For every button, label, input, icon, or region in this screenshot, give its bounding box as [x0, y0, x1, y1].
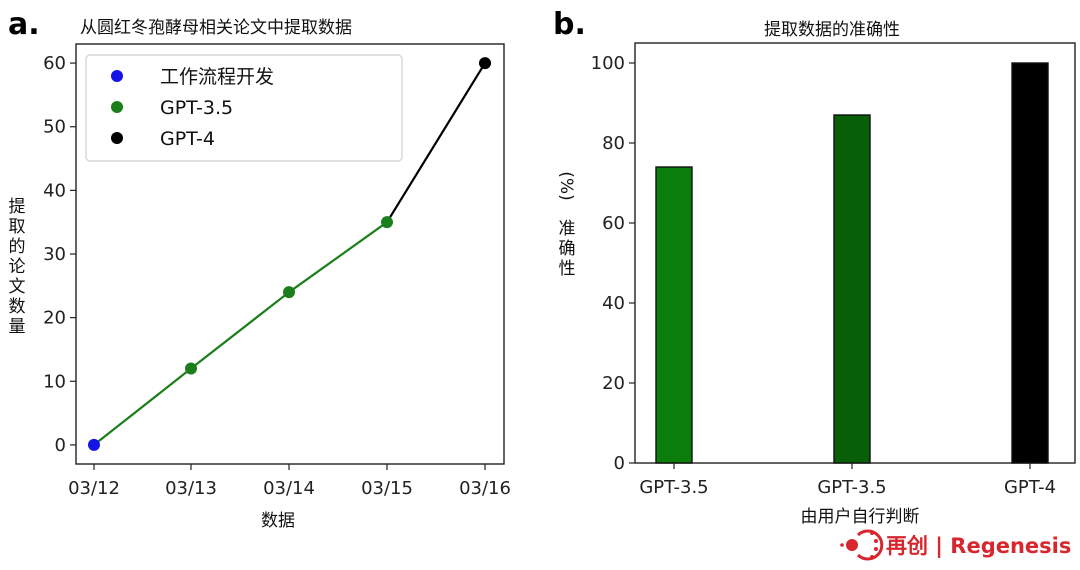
- y-tick-label: 30: [43, 244, 66, 265]
- x-tick-label: 03/16: [459, 478, 511, 499]
- x-tick-label: 03/15: [361, 478, 413, 499]
- y-tick-label: 80: [602, 133, 625, 154]
- data-point: [185, 362, 197, 375]
- data-point: [381, 216, 393, 229]
- line-segment: [386, 62, 486, 223]
- panel-b-bars: [655, 62, 1049, 464]
- x-tick-label: GPT-3.5: [817, 477, 886, 498]
- y-tick-label: 40: [43, 180, 66, 201]
- y-axis-label-char: 论: [9, 257, 26, 277]
- legend-marker: [111, 70, 123, 82]
- legend-label: 工作流程开发: [160, 66, 274, 88]
- line-segment: [190, 291, 290, 370]
- panel-a-x-ticks: 03/12 03/13 03/14 03/15 03/16: [68, 464, 511, 499]
- y-axis-label-char: 取: [9, 217, 26, 237]
- y-tick-label: 0: [614, 453, 625, 474]
- y-axis-label-char: 提: [9, 197, 26, 217]
- data-point: [283, 286, 295, 299]
- bar: [655, 166, 693, 464]
- y-tick-label: 40: [602, 293, 625, 314]
- panel-a-points: [88, 57, 491, 451]
- y-tick-label: 100: [591, 53, 625, 74]
- panel-b-x-ticks: GPT-3.5 GPT-3.5 GPT-4: [639, 463, 1056, 498]
- line-segment: [288, 221, 388, 294]
- y-tick-label: 60: [43, 53, 66, 74]
- y-axis-label-char: 数: [9, 297, 26, 317]
- brand-text: 再创 | Regenesis: [886, 534, 1071, 559]
- y-axis-label-char: 量: [9, 317, 26, 337]
- y-axis-label-char: 性: [559, 259, 576, 279]
- panel-a-legend: 工作流程开发 GPT-3.5 GPT-4: [85, 54, 403, 162]
- panel-a-title: 从圆红冬孢酵母相关论文中提取数据: [80, 18, 352, 38]
- legend-label: GPT-3.5: [160, 97, 233, 119]
- y-tick-label: 20: [43, 308, 66, 329]
- x-tick-label: GPT-3.5: [639, 477, 708, 498]
- panel-a-x-axis-label: 数据: [261, 511, 295, 531]
- legend-label: GPT-4: [160, 128, 215, 150]
- line-segment: [93, 367, 192, 446]
- panel-a-label: a.: [8, 7, 40, 42]
- y-tick-label: 20: [602, 373, 625, 394]
- panel-b-title: 提取数据的准确性: [764, 20, 900, 40]
- bar: [833, 114, 871, 464]
- x-tick-label: 03/14: [263, 478, 315, 499]
- y-axis-label-char: 准: [559, 219, 576, 239]
- panel-b-label: b.: [553, 7, 586, 42]
- data-point: [88, 438, 100, 451]
- y-tick-label: 50: [43, 117, 66, 138]
- legend-marker: [111, 132, 123, 144]
- data-point: [479, 57, 491, 70]
- legend-items: 工作流程开发 GPT-3.5 GPT-4: [111, 66, 274, 150]
- y-axis-unit: (%): [556, 171, 576, 200]
- x-tick-label: 03/12: [68, 478, 120, 499]
- legend-box: [85, 54, 403, 162]
- x-tick-label: GPT-4: [1004, 477, 1056, 498]
- brand-logo: 再创 | Regenesis: [840, 529, 1071, 561]
- y-tick-label: 10: [43, 371, 66, 392]
- panel-b-x-axis-label: 由用户自行判断: [801, 507, 920, 527]
- panel-b-y-axis-label: (%) 准确性: [556, 171, 576, 279]
- y-axis-label-char: 的: [9, 237, 26, 257]
- x-tick-label: 03/13: [165, 478, 217, 499]
- y-tick-label: 60: [602, 213, 625, 234]
- panel-a-y-ticks: 0 10 20 30 40 50 60: [43, 53, 76, 456]
- y-axis-label-char: 文: [9, 277, 26, 297]
- bar: [1011, 62, 1049, 464]
- panel-a-lines: [93, 62, 486, 446]
- brand-icon: [840, 529, 884, 561]
- y-tick-label: 0: [55, 435, 66, 456]
- y-axis-label-char: 确: [559, 239, 576, 259]
- panel-b-y-ticks: 0 20 40 60 80 100: [591, 53, 635, 474]
- legend-marker: [111, 101, 123, 113]
